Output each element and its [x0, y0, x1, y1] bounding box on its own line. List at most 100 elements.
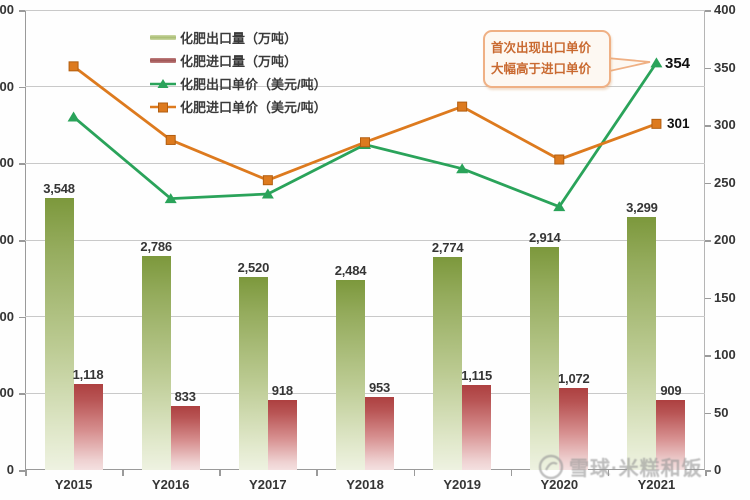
right-axis-tick-label: 250	[714, 174, 736, 190]
import-price-marker-square	[68, 61, 79, 72]
right-axis-tick	[705, 240, 711, 242]
left-axis-tick	[19, 316, 25, 319]
export-volume-bar	[238, 276, 268, 470]
gridline	[25, 392, 705, 394]
export-price-marker-triangle	[553, 201, 566, 212]
left-axis-tick-label: 2,000	[0, 308, 14, 324]
bar-value-label: 2,786	[140, 239, 172, 255]
import-volume-bar	[73, 384, 103, 470]
x-axis-category-label: Y2017	[249, 477, 287, 492]
export-volume-bar	[44, 197, 74, 470]
export-price-marker-triangle	[261, 188, 274, 199]
export-price-line-swatch-icon	[150, 78, 176, 90]
bar-value-label: 2,484	[334, 262, 367, 278]
import-price-marker-square	[457, 101, 468, 112]
right-axis-tick-label: 300	[714, 117, 736, 132]
annotation-line2: 大幅高于进口单价	[491, 62, 592, 76]
bar-value-label: 833	[174, 389, 196, 405]
gridline	[25, 316, 705, 318]
legend-label: 化肥出口量（万吨）	[180, 31, 298, 46]
legend: 化肥出口量（万吨） 化肥进口量（万吨） 化肥出口单价（美元/吨） 化肥进口单价（…	[150, 26, 327, 118]
x-axis-tick	[219, 470, 221, 476]
left-axis-tick	[19, 86, 25, 89]
right-axis-tick	[705, 67, 711, 69]
legend-item-import-price: 化肥进口单价（美元/吨）	[150, 95, 327, 118]
x-axis-tick	[122, 470, 124, 476]
export-volume-bar	[336, 279, 365, 470]
left-axis-tick-label: 3,000	[0, 232, 14, 247]
right-axis-tick-label: 400	[714, 2, 736, 17]
import-volume-swatch-icon	[150, 58, 176, 63]
bar-value-label: 918	[271, 382, 293, 398]
legend-item-import-volume: 化肥进口量（万吨）	[150, 49, 327, 72]
export-volume-bar	[530, 246, 560, 470]
bar-value-label: 3,299	[626, 200, 658, 216]
right-axis-tick-label: 200	[714, 232, 736, 247]
import-price-marker-square	[360, 137, 370, 148]
left-axis-tick	[19, 10, 25, 12]
x-axis-category-label: Y2018	[346, 477, 384, 492]
right-axis-tick-label: 50	[714, 404, 729, 420]
export-volume-bar	[141, 256, 171, 470]
bar-value-label: 909	[660, 383, 682, 399]
gridline	[25, 162, 705, 164]
export-price-marker-triangle	[650, 57, 663, 68]
left-axis-tick-label: 4,000	[0, 155, 14, 171]
bar-value-label: 2,520	[237, 259, 270, 275]
xueqiu-logo-icon	[538, 454, 564, 479]
x-axis-tick	[316, 470, 318, 476]
legend-label: 化肥出口单价（美元/吨）	[180, 77, 327, 92]
left-axis-tick	[19, 163, 25, 165]
import-volume-bar	[267, 399, 297, 470]
bar-value-label: 1,072	[558, 370, 590, 386]
import-volume-bar	[170, 406, 200, 470]
left-axis-tick	[19, 240, 25, 242]
bar-value-label: 1,118	[72, 367, 104, 383]
right-axis-tick-label: 100	[714, 347, 736, 362]
import-volume-bar	[559, 387, 589, 470]
bar-value-label: 2,914	[529, 229, 561, 245]
import-price-marker-square	[262, 175, 273, 186]
x-axis-category-label: Y2016	[151, 477, 190, 492]
right-axis-tick-label: 150	[714, 289, 736, 305]
export-price-marker-triangle	[67, 111, 80, 122]
x-axis-tick	[705, 470, 707, 476]
right-axis-tick	[705, 412, 711, 414]
right-axis-tick	[705, 470, 711, 472]
x-axis-category-label: Y2015	[54, 477, 93, 492]
import-price-line-swatch-icon	[150, 101, 176, 113]
export-volume-bar	[433, 257, 463, 470]
x-axis-tick	[510, 470, 513, 476]
left-axis-tick-label: 0	[6, 462, 14, 477]
x-axis-category-label: Y2019	[443, 477, 481, 492]
bar-value-label: 1,115	[461, 367, 493, 383]
right-axis-tick-label: 0	[714, 462, 722, 477]
import-volume-bar	[462, 384, 492, 470]
left-axis-tick	[19, 393, 25, 395]
legend-label: 化肥进口单价（美元/吨）	[180, 100, 327, 115]
export-price-last-label: 354	[665, 55, 691, 72]
bar-value-label: 2,774	[431, 240, 464, 256]
x-axis-category-label: Y2020	[540, 477, 579, 492]
export-volume-bar	[627, 217, 657, 470]
legend-item-export-price: 化肥出口单价（美元/吨）	[150, 72, 327, 95]
price-lines-layer	[67, 57, 663, 212]
import-price-marker-square	[554, 154, 565, 165]
import-price-marker-square	[165, 134, 176, 145]
import-price-marker-square	[651, 118, 662, 129]
gridline	[25, 239, 705, 241]
import-volume-bar	[656, 400, 686, 470]
right-axis-tick	[705, 125, 711, 127]
right-axis-tick	[705, 297, 711, 299]
bar-value-label: 953	[368, 379, 391, 395]
left-axis-tick-label: 6,000	[0, 2, 14, 17]
bar-value-label: 3,548	[43, 180, 75, 196]
watermark: 雪球·米糕和饭	[538, 452, 703, 481]
legend-item-export-volume: 化肥出口量（万吨）	[150, 26, 327, 49]
x-axis-category-label: Y2021	[637, 477, 676, 492]
left-axis-tick-label: 1,000	[0, 385, 14, 401]
watermark-text: 雪球·米糕和饭	[569, 458, 703, 480]
export-price-marker-triangle	[456, 163, 469, 174]
x-axis-tick	[25, 470, 27, 476]
